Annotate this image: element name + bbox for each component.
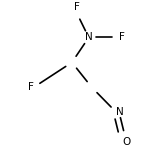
Text: F: F: [119, 32, 125, 42]
Text: N: N: [85, 32, 93, 42]
Text: O: O: [122, 137, 131, 147]
Text: F: F: [74, 2, 79, 12]
Text: N: N: [116, 107, 124, 117]
Text: F: F: [28, 82, 34, 92]
